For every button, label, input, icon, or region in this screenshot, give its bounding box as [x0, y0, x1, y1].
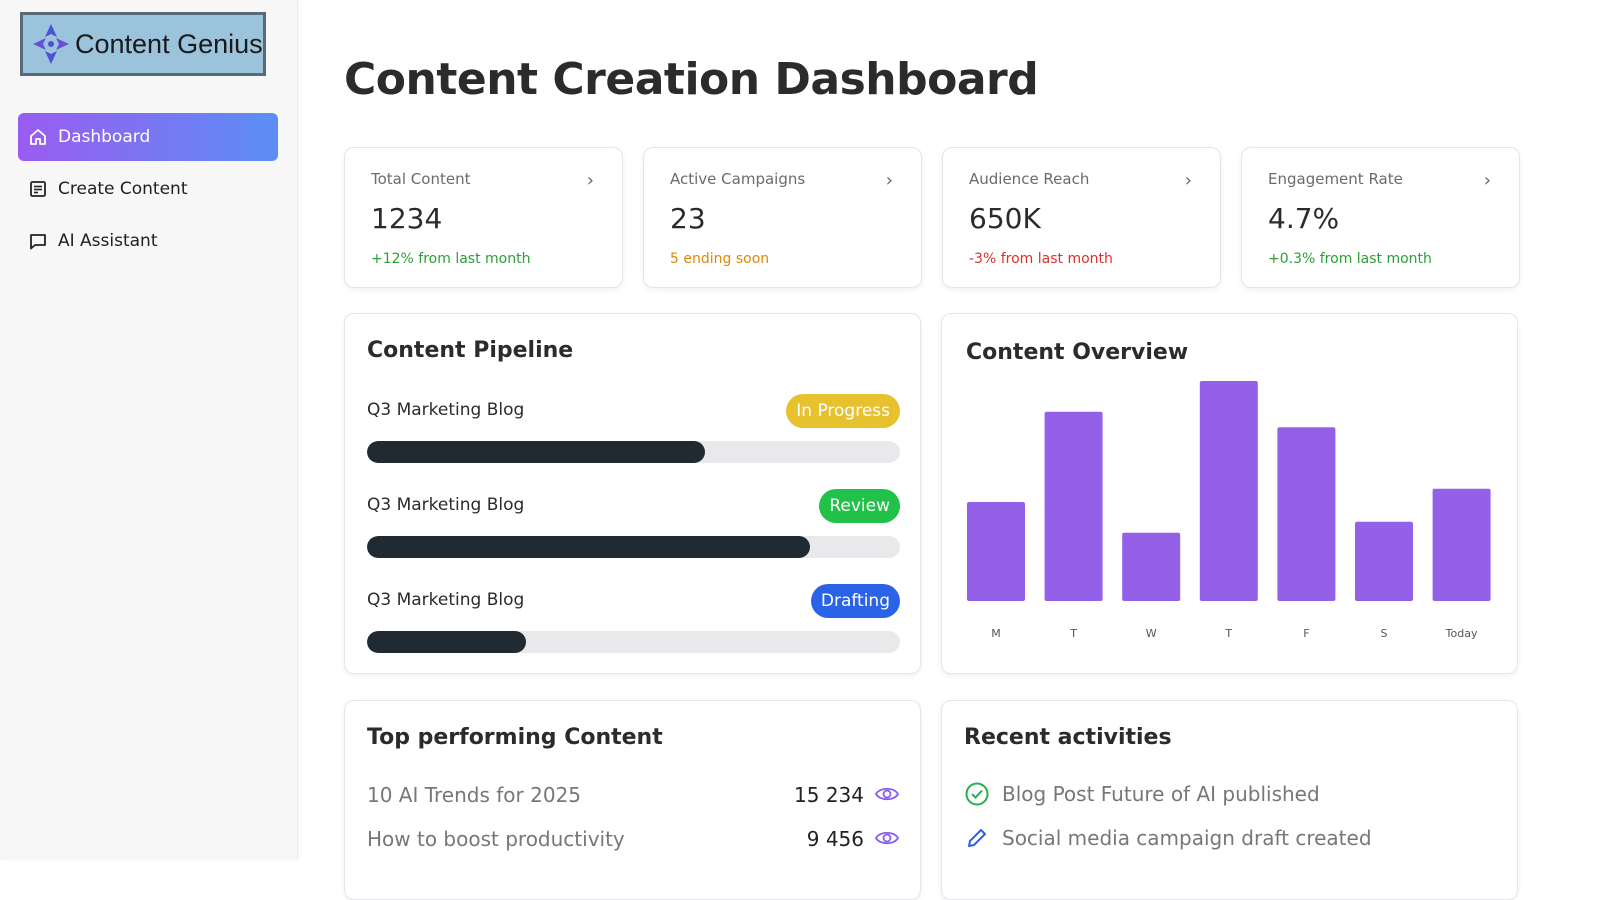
view-count: 9 456: [806, 827, 864, 851]
chart-bar[interactable]: [967, 502, 1025, 601]
chart-bar[interactable]: [1432, 488, 1491, 601]
stat-label: Audience Reach: [969, 170, 1090, 188]
chart-x-tick-label: W: [1146, 627, 1157, 640]
stat-card-audience-reach[interactable]: Audience Reach › 650K -3% from last mont…: [942, 147, 1221, 288]
top-content-title: Top performing Content: [367, 725, 663, 750]
progress-bar-fill: [367, 536, 811, 558]
chevron-right-icon: ›: [885, 170, 893, 191]
sidebar-item-create-content[interactable]: Create Content: [18, 165, 278, 213]
sidebar: Content Genius Dashboard Create Content …: [0, 0, 298, 860]
view-count: 15 234: [794, 783, 864, 807]
top-content-card: Top performing Content 10 AI Trends for …: [344, 700, 921, 900]
chat-icon: [28, 231, 48, 251]
stat-value: 4.7%: [1268, 202, 1340, 235]
progress-bar: [367, 536, 900, 558]
stat-label: Active Campaigns: [670, 170, 806, 188]
chart-x-tick-label: Today: [1445, 627, 1478, 640]
recent-activities-card: Recent activities Blog Post Future of AI…: [941, 700, 1518, 900]
stat-card-engagement-rate[interactable]: Engagement Rate › 4.7% +0.3% from last m…: [1241, 147, 1520, 288]
sidebar-nav: Dashboard Create Content AI Assistant: [18, 113, 278, 269]
top-content-row[interactable]: How to boost productivity 9 456: [367, 827, 900, 851]
sidebar-item-dashboard[interactable]: Dashboard: [18, 113, 278, 161]
chart-x-tick-label: M: [991, 627, 1001, 640]
progress-bar-fill: [367, 441, 706, 463]
logo-icon: [31, 21, 71, 67]
chevron-right-icon: ›: [586, 170, 594, 191]
recent-activities-title: Recent activities: [964, 725, 1172, 750]
app-logo[interactable]: Content Genius: [20, 12, 266, 76]
home-icon: [28, 127, 48, 147]
chart-bar[interactable]: [1199, 381, 1258, 601]
chart-x-tick-label: T: [1224, 627, 1232, 640]
activity-text: Social media campaign draft created: [1002, 826, 1372, 850]
check-circle-icon: [964, 781, 990, 807]
pipeline-title: Content Pipeline: [367, 338, 574, 363]
page-title: Content Creation Dashboard: [344, 54, 1039, 105]
sidebar-item-label: AI Assistant: [58, 231, 158, 251]
stat-note: -3% from last month: [969, 251, 1113, 267]
stat-note: 5 ending soon: [670, 251, 770, 267]
progress-bar-fill: [367, 631, 526, 653]
status-badge: Review: [819, 489, 900, 523]
stat-value: 650K: [969, 202, 1041, 235]
content-title: 10 AI Trends for 2025: [367, 783, 582, 807]
sidebar-item-label: Create Content: [58, 179, 188, 199]
top-content-row[interactable]: 10 AI Trends for 2025 15 234: [367, 783, 900, 807]
content-title: How to boost productivity: [367, 827, 625, 851]
chart-x-tick-label: F: [1303, 627, 1309, 640]
status-badge: Drafting: [810, 584, 900, 618]
app-name: Content Genius: [75, 28, 263, 59]
stat-card-total-content[interactable]: Total Content › 1234 +12% from last mont…: [344, 147, 623, 288]
stat-note: +0.3% from last month: [1268, 251, 1432, 267]
overview-title: Content Overview: [966, 340, 1189, 365]
chevron-right-icon: ›: [1184, 170, 1192, 191]
document-icon: [28, 179, 48, 199]
chart-x-tick-label: T: [1069, 627, 1077, 640]
pipeline-item-name: Q3 Marketing Blog: [367, 400, 525, 420]
stat-value: 1234: [371, 202, 443, 235]
activity-row[interactable]: Social media campaign draft created: [964, 825, 1372, 851]
pencil-icon: [964, 825, 990, 851]
main-content: Content Creation Dashboard Total Content…: [344, 0, 1544, 900]
content-overview-card: Content Overview M T W T F S Today: [941, 313, 1518, 674]
eye-icon: [874, 825, 900, 856]
overview-bar-chart: M T W T F S Today: [967, 381, 1491, 640]
sidebar-item-ai-assistant[interactable]: AI Assistant: [18, 217, 278, 265]
status-badge: In Progress: [786, 394, 900, 428]
eye-icon: [874, 781, 900, 812]
chart-bar[interactable]: [1044, 411, 1103, 601]
content-pipeline-card: Content Pipeline Q3 Marketing Blog In Pr…: [344, 313, 921, 674]
progress-bar: [367, 441, 900, 463]
activity-row[interactable]: Blog Post Future of AI published: [964, 781, 1320, 807]
chart-x-tick-label: S: [1381, 627, 1388, 640]
stat-label: Total Content: [371, 170, 471, 188]
pipeline-item-name: Q3 Marketing Blog: [367, 495, 525, 515]
pipeline-item-name: Q3 Marketing Blog: [367, 590, 525, 610]
stat-value: 23: [670, 202, 706, 235]
activity-text: Blog Post Future of AI published: [1002, 782, 1320, 806]
chart-bar[interactable]: [1277, 427, 1336, 601]
stat-card-active-campaigns[interactable]: Active Campaigns › 23 5 ending soon: [643, 147, 922, 288]
chevron-right-icon: ›: [1483, 170, 1491, 191]
sidebar-item-label: Dashboard: [58, 127, 151, 147]
chart-bar[interactable]: [1122, 532, 1181, 601]
progress-bar: [367, 631, 900, 653]
stat-note: +12% from last month: [371, 251, 531, 267]
chart-bar[interactable]: [1355, 521, 1413, 601]
stat-label: Engagement Rate: [1268, 170, 1403, 188]
